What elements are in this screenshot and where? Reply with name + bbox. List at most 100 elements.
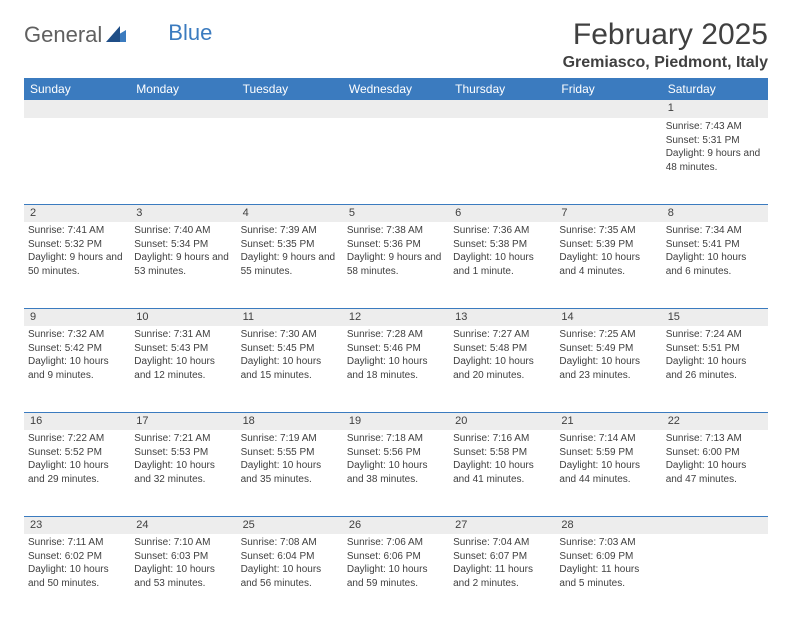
day-cell: Sunrise: 7:22 AMSunset: 5:52 PMDaylight:… <box>24 430 130 516</box>
day-number: 20 <box>455 415 467 427</box>
logo-text-1: General <box>24 22 102 48</box>
content-row: Sunrise: 7:22 AMSunset: 5:52 PMDaylight:… <box>24 430 768 516</box>
day-details: Sunrise: 7:39 AMSunset: 5:35 PMDaylight:… <box>241 224 339 278</box>
day-details: Sunrise: 7:31 AMSunset: 5:43 PMDaylight:… <box>134 328 232 382</box>
day-cell <box>343 118 449 204</box>
day-details: Sunrise: 7:30 AMSunset: 5:45 PMDaylight:… <box>241 328 339 382</box>
day-number: 23 <box>30 519 42 531</box>
daynum-cell: 8 <box>662 204 768 222</box>
daynum-cell: 24 <box>130 516 236 534</box>
title-block: February 2025 Gremiasco, Piedmont, Italy <box>563 18 768 72</box>
day-number: 4 <box>243 207 249 219</box>
day-details: Sunrise: 7:43 AMSunset: 5:31 PMDaylight:… <box>666 120 764 174</box>
day-cell: Sunrise: 7:14 AMSunset: 5:59 PMDaylight:… <box>555 430 661 516</box>
day-cell: Sunrise: 7:27 AMSunset: 5:48 PMDaylight:… <box>449 326 555 412</box>
daynum-row: 9101112131415 <box>24 308 768 326</box>
day-details: Sunrise: 7:21 AMSunset: 5:53 PMDaylight:… <box>134 432 232 486</box>
daynum-cell: 28 <box>555 516 661 534</box>
day-details: Sunrise: 7:13 AMSunset: 6:00 PMDaylight:… <box>666 432 764 486</box>
daynum-cell <box>237 100 343 118</box>
daynum-cell: 15 <box>662 308 768 326</box>
day-cell: Sunrise: 7:31 AMSunset: 5:43 PMDaylight:… <box>130 326 236 412</box>
daynum-cell: 2 <box>24 204 130 222</box>
day-cell: Sunrise: 7:19 AMSunset: 5:55 PMDaylight:… <box>237 430 343 516</box>
daynum-cell: 26 <box>343 516 449 534</box>
day-number: 12 <box>349 311 361 323</box>
day-details: Sunrise: 7:16 AMSunset: 5:58 PMDaylight:… <box>453 432 551 486</box>
day-header: Sunday <box>24 78 130 100</box>
day-header: Friday <box>555 78 661 100</box>
day-details: Sunrise: 7:22 AMSunset: 5:52 PMDaylight:… <box>28 432 126 486</box>
day-number: 2 <box>30 207 36 219</box>
day-number: 27 <box>455 519 467 531</box>
day-details: Sunrise: 7:06 AMSunset: 6:06 PMDaylight:… <box>347 536 445 590</box>
daynum-cell: 19 <box>343 412 449 430</box>
daynum-cell <box>449 100 555 118</box>
daynum-cell: 13 <box>449 308 555 326</box>
daynum-cell: 14 <box>555 308 661 326</box>
day-cell: Sunrise: 7:38 AMSunset: 5:36 PMDaylight:… <box>343 222 449 308</box>
day-details: Sunrise: 7:32 AMSunset: 5:42 PMDaylight:… <box>28 328 126 382</box>
daynum-cell: 10 <box>130 308 236 326</box>
day-details: Sunrise: 7:08 AMSunset: 6:04 PMDaylight:… <box>241 536 339 590</box>
day-cell: Sunrise: 7:06 AMSunset: 6:06 PMDaylight:… <box>343 534 449 620</box>
daynum-cell <box>24 100 130 118</box>
content-row: Sunrise: 7:41 AMSunset: 5:32 PMDaylight:… <box>24 222 768 308</box>
daynum-cell: 16 <box>24 412 130 430</box>
day-number: 28 <box>561 519 573 531</box>
header: General Blue February 2025 Gremiasco, Pi… <box>24 18 768 72</box>
daynum-cell: 20 <box>449 412 555 430</box>
day-number: 14 <box>561 311 573 323</box>
day-details: Sunrise: 7:03 AMSunset: 6:09 PMDaylight:… <box>559 536 657 590</box>
day-cell: Sunrise: 7:10 AMSunset: 6:03 PMDaylight:… <box>130 534 236 620</box>
daynum-cell: 7 <box>555 204 661 222</box>
daynum-cell: 5 <box>343 204 449 222</box>
daynum-cell: 17 <box>130 412 236 430</box>
day-details: Sunrise: 7:10 AMSunset: 6:03 PMDaylight:… <box>134 536 232 590</box>
daynum-cell: 12 <box>343 308 449 326</box>
content-row: Sunrise: 7:43 AMSunset: 5:31 PMDaylight:… <box>24 118 768 204</box>
calendar-table: SundayMondayTuesdayWednesdayThursdayFrid… <box>24 78 768 620</box>
daynum-cell <box>343 100 449 118</box>
daynum-cell: 21 <box>555 412 661 430</box>
day-number: 17 <box>136 415 148 427</box>
day-details: Sunrise: 7:41 AMSunset: 5:32 PMDaylight:… <box>28 224 126 278</box>
day-header: Tuesday <box>237 78 343 100</box>
day-cell <box>662 534 768 620</box>
day-details: Sunrise: 7:35 AMSunset: 5:39 PMDaylight:… <box>559 224 657 278</box>
day-number: 25 <box>243 519 255 531</box>
day-cell <box>130 118 236 204</box>
day-cell: Sunrise: 7:16 AMSunset: 5:58 PMDaylight:… <box>449 430 555 516</box>
day-cell: Sunrise: 7:30 AMSunset: 5:45 PMDaylight:… <box>237 326 343 412</box>
day-cell: Sunrise: 7:24 AMSunset: 5:51 PMDaylight:… <box>662 326 768 412</box>
daynum-cell: 6 <box>449 204 555 222</box>
logo-text-2: Blue <box>168 20 212 46</box>
day-number: 9 <box>30 311 36 323</box>
day-number: 3 <box>136 207 142 219</box>
day-details: Sunrise: 7:40 AMSunset: 5:34 PMDaylight:… <box>134 224 232 278</box>
daynum-cell <box>555 100 661 118</box>
daynum-cell: 25 <box>237 516 343 534</box>
day-number: 18 <box>243 415 255 427</box>
daynum-cell: 27 <box>449 516 555 534</box>
day-cell: Sunrise: 7:03 AMSunset: 6:09 PMDaylight:… <box>555 534 661 620</box>
day-details: Sunrise: 7:28 AMSunset: 5:46 PMDaylight:… <box>347 328 445 382</box>
day-number: 1 <box>668 102 674 114</box>
daynum-cell: 18 <box>237 412 343 430</box>
daynum-cell: 9 <box>24 308 130 326</box>
day-details: Sunrise: 7:04 AMSunset: 6:07 PMDaylight:… <box>453 536 551 590</box>
location: Gremiasco, Piedmont, Italy <box>563 54 768 72</box>
daynum-cell: 3 <box>130 204 236 222</box>
daynum-cell: 22 <box>662 412 768 430</box>
day-cell <box>449 118 555 204</box>
daynum-cell <box>662 516 768 534</box>
day-details: Sunrise: 7:11 AMSunset: 6:02 PMDaylight:… <box>28 536 126 590</box>
day-header: Monday <box>130 78 236 100</box>
day-cell: Sunrise: 7:11 AMSunset: 6:02 PMDaylight:… <box>24 534 130 620</box>
daynum-cell: 23 <box>24 516 130 534</box>
day-header: Thursday <box>449 78 555 100</box>
day-details: Sunrise: 7:27 AMSunset: 5:48 PMDaylight:… <box>453 328 551 382</box>
content-row: Sunrise: 7:32 AMSunset: 5:42 PMDaylight:… <box>24 326 768 412</box>
day-number: 5 <box>349 207 355 219</box>
day-cell: Sunrise: 7:21 AMSunset: 5:53 PMDaylight:… <box>130 430 236 516</box>
